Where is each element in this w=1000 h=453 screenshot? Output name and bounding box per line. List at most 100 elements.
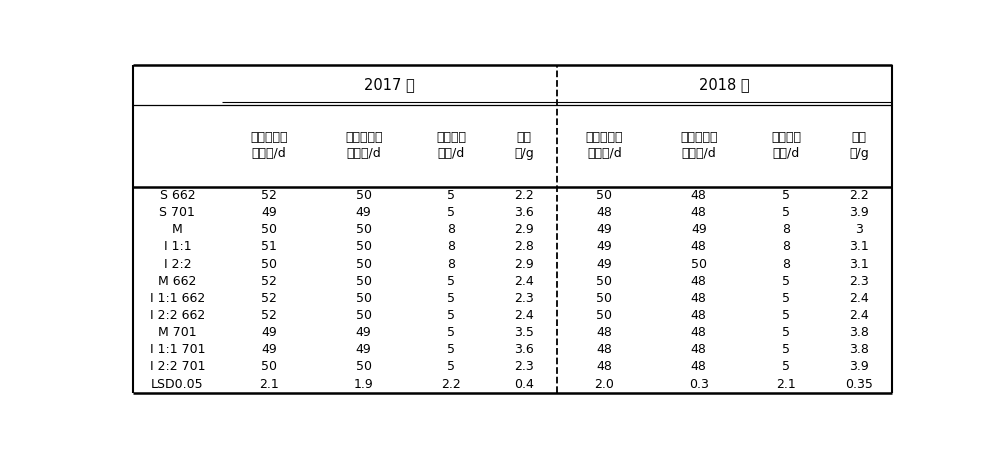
Text: 3.9: 3.9	[849, 361, 869, 373]
Text: 49: 49	[691, 223, 707, 236]
Text: 5: 5	[782, 326, 790, 339]
Text: 5: 5	[782, 206, 790, 219]
Text: 3.9: 3.9	[849, 206, 869, 219]
Text: 0.35: 0.35	[845, 378, 873, 390]
Text: S 701: S 701	[159, 206, 195, 219]
Text: 50: 50	[356, 275, 372, 288]
Text: 2.4: 2.4	[849, 292, 869, 305]
Text: 50: 50	[356, 309, 372, 322]
Text: 50: 50	[356, 258, 372, 270]
Text: 3.5: 3.5	[514, 326, 534, 339]
Text: 48: 48	[691, 189, 707, 202]
Text: 50: 50	[261, 258, 277, 270]
Text: 2.2: 2.2	[849, 189, 869, 202]
Text: 3.6: 3.6	[514, 206, 534, 219]
Text: 3.1: 3.1	[849, 258, 869, 270]
Text: 50: 50	[691, 258, 707, 270]
Text: 3.1: 3.1	[849, 241, 869, 253]
Text: 播种到吐丝
的时间/d: 播种到吐丝 的时间/d	[586, 131, 623, 160]
Text: 1.9: 1.9	[354, 378, 374, 390]
Text: 8: 8	[782, 241, 790, 253]
Text: 2.2: 2.2	[441, 378, 461, 390]
Text: 50: 50	[261, 361, 277, 373]
Text: 散粉
量/g: 散粉 量/g	[849, 131, 869, 160]
Text: 2.1: 2.1	[776, 378, 796, 390]
Text: 48: 48	[596, 343, 612, 357]
Text: 2.3: 2.3	[514, 292, 534, 305]
Text: 50: 50	[356, 189, 372, 202]
Text: 49: 49	[596, 241, 612, 253]
Text: 5: 5	[447, 326, 455, 339]
Text: 50: 50	[596, 292, 612, 305]
Text: LSD0.05: LSD0.05	[151, 378, 204, 390]
Text: 2.9: 2.9	[514, 223, 534, 236]
Text: 48: 48	[691, 292, 707, 305]
Text: 50: 50	[596, 309, 612, 322]
Text: 3: 3	[855, 223, 863, 236]
Text: 5: 5	[447, 292, 455, 305]
Text: 50: 50	[596, 189, 612, 202]
Text: 50: 50	[596, 275, 612, 288]
Text: 0.3: 0.3	[689, 378, 709, 390]
Text: I 2:2 662: I 2:2 662	[150, 309, 205, 322]
Text: 52: 52	[261, 189, 277, 202]
Text: M: M	[172, 223, 183, 236]
Text: 5: 5	[782, 275, 790, 288]
Text: 49: 49	[261, 206, 277, 219]
Text: 2.0: 2.0	[594, 378, 614, 390]
Text: 5: 5	[447, 275, 455, 288]
Text: 8: 8	[447, 241, 455, 253]
Text: 2.3: 2.3	[514, 361, 534, 373]
Text: 2.1: 2.1	[259, 378, 279, 390]
Text: 散粉持续
时间/d: 散粉持续 时间/d	[771, 131, 801, 160]
Text: I 1:1 662: I 1:1 662	[150, 292, 205, 305]
Text: 48: 48	[691, 309, 707, 322]
Text: 8: 8	[447, 258, 455, 270]
Text: 49: 49	[261, 326, 277, 339]
Text: 49: 49	[356, 326, 372, 339]
Text: 5: 5	[782, 343, 790, 357]
Text: 49: 49	[596, 223, 612, 236]
Text: 2.4: 2.4	[514, 309, 534, 322]
Text: 48: 48	[691, 343, 707, 357]
Text: 51: 51	[261, 241, 277, 253]
Text: I 2:2 701: I 2:2 701	[150, 361, 205, 373]
Text: 8: 8	[782, 258, 790, 270]
Text: 散粉
量/g: 散粉 量/g	[514, 131, 534, 160]
Text: 48: 48	[596, 361, 612, 373]
Text: 5: 5	[782, 189, 790, 202]
Text: 5: 5	[447, 309, 455, 322]
Text: 49: 49	[356, 206, 372, 219]
Text: 2.4: 2.4	[514, 275, 534, 288]
Text: 3.8: 3.8	[849, 326, 869, 339]
Text: M 701: M 701	[158, 326, 197, 339]
Text: 5: 5	[782, 292, 790, 305]
Text: 48: 48	[596, 206, 612, 219]
Text: 8: 8	[782, 223, 790, 236]
Text: 50: 50	[356, 241, 372, 253]
Text: 50: 50	[261, 223, 277, 236]
Text: 48: 48	[691, 361, 707, 373]
Text: 2018 年: 2018 年	[699, 77, 750, 92]
Text: 50: 50	[356, 223, 372, 236]
Text: 49: 49	[596, 258, 612, 270]
Text: M 662: M 662	[158, 275, 197, 288]
Text: I 2:2: I 2:2	[164, 258, 191, 270]
Text: 48: 48	[691, 326, 707, 339]
Text: 2.9: 2.9	[514, 258, 534, 270]
Text: 0.4: 0.4	[514, 378, 534, 390]
Text: 2.8: 2.8	[514, 241, 534, 253]
Text: 2017 年: 2017 年	[364, 77, 415, 92]
Text: 播种到散粉
的时间/d: 播种到散粉 的时间/d	[345, 131, 382, 160]
Text: 播种到吐丝
的时间/d: 播种到吐丝 的时间/d	[250, 131, 288, 160]
Text: 52: 52	[261, 275, 277, 288]
Text: 5: 5	[447, 206, 455, 219]
Text: 48: 48	[691, 275, 707, 288]
Text: 52: 52	[261, 309, 277, 322]
Text: 50: 50	[356, 361, 372, 373]
Text: 48: 48	[691, 206, 707, 219]
Text: 3.6: 3.6	[514, 343, 534, 357]
Text: I 1:1: I 1:1	[164, 241, 191, 253]
Text: 播种到散粉
的时间/d: 播种到散粉 的时间/d	[680, 131, 718, 160]
Text: 2.2: 2.2	[514, 189, 534, 202]
